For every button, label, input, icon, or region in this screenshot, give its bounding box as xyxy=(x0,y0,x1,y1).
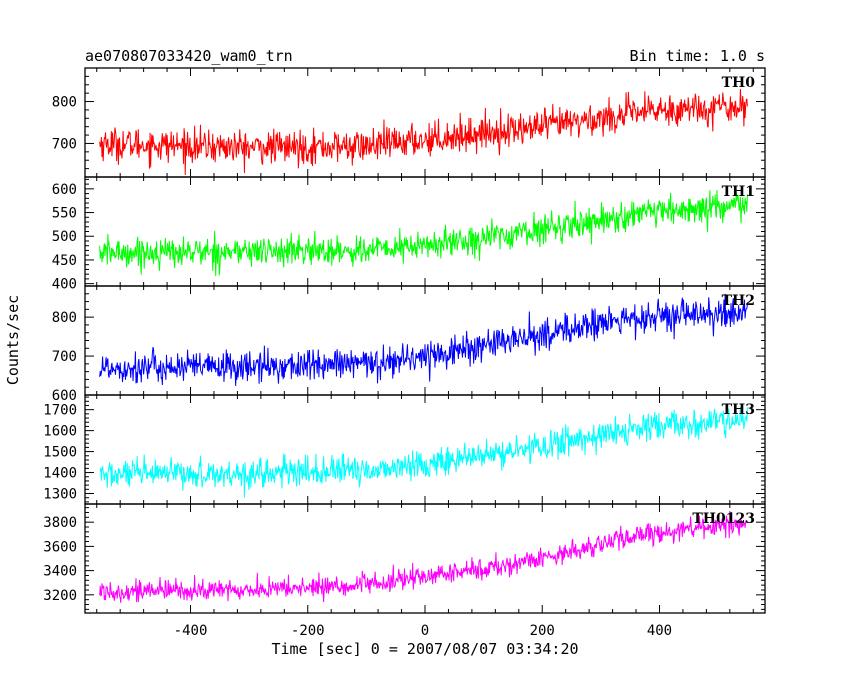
y-tick-label: 3200 xyxy=(43,588,77,604)
y-tick-label: 600 xyxy=(52,182,77,198)
y-tick-label: 800 xyxy=(52,95,77,111)
panels: 700 800 TH0 400 450 500 550 600 TH1 600 700 800 TH2 1… xyxy=(43,67,766,639)
panel-th0123: 3200 3400 3600 3800 TH0123 xyxy=(43,503,766,614)
panel-frame xyxy=(84,67,766,178)
y-tick-label: 3800 xyxy=(43,515,77,531)
x-axis-label: Time [sec] 0 = 2007/08/07 03:34:20 xyxy=(271,640,578,658)
series-line-th2 xyxy=(99,293,748,386)
y-tick-label: 1300 xyxy=(43,487,77,503)
chart-subtitle: Bin time: 1.0 s xyxy=(630,47,765,65)
series-label-th0123: TH0123 xyxy=(692,511,755,527)
panel-th2: 600 700 800 TH2 xyxy=(52,285,766,404)
y-tick-label: 800 xyxy=(52,310,77,326)
y-tick-label: 600 xyxy=(52,388,77,404)
series-line-th0 xyxy=(99,89,748,175)
y-tick-label: 3600 xyxy=(43,539,77,555)
panel-frame xyxy=(84,176,766,287)
series-label-th0: TH0 xyxy=(722,75,756,91)
y-tick-label: 700 xyxy=(52,136,77,152)
series-label-th3: TH3 xyxy=(722,402,755,418)
y-tick-label: 1600 xyxy=(43,424,77,440)
y-tick-label: 1700 xyxy=(43,403,77,419)
x-tick-label: -200 xyxy=(291,623,325,639)
y-axis-label: Counts/sec xyxy=(4,295,22,385)
y-tick-label: 450 xyxy=(52,253,77,269)
y-tick-label: 3400 xyxy=(43,564,77,580)
y-tick-label: 500 xyxy=(52,229,77,245)
panel-frame xyxy=(84,285,766,396)
chart-title: ae070807033420_wam0_trn xyxy=(85,47,293,65)
series-line-th1 xyxy=(99,190,748,277)
x-tick-label: 400 xyxy=(647,623,672,639)
y-tick-label: 550 xyxy=(52,206,77,222)
y-tick-label: 400 xyxy=(52,277,77,293)
y-tick-label: 1500 xyxy=(43,445,77,461)
x-tick-label: 0 xyxy=(421,623,429,639)
series-line-th3 xyxy=(99,407,748,498)
panel-th0: 700 800 TH0 xyxy=(52,67,766,178)
panel-frame xyxy=(84,394,766,505)
y-tick-label: 1400 xyxy=(43,466,77,482)
series-label-th1: TH1 xyxy=(722,184,755,200)
x-tick-label: -400 xyxy=(174,623,208,639)
series-label-th2: TH2 xyxy=(722,293,755,309)
series-line-th0123 xyxy=(99,510,748,603)
x-tick-label: 200 xyxy=(530,623,555,639)
y-tick-label: 700 xyxy=(52,349,77,365)
panel-th1: 400 450 500 550 600 TH1 xyxy=(52,176,766,293)
panel-th3: 1300 1400 1500 1600 1700 TH3 xyxy=(43,394,766,505)
